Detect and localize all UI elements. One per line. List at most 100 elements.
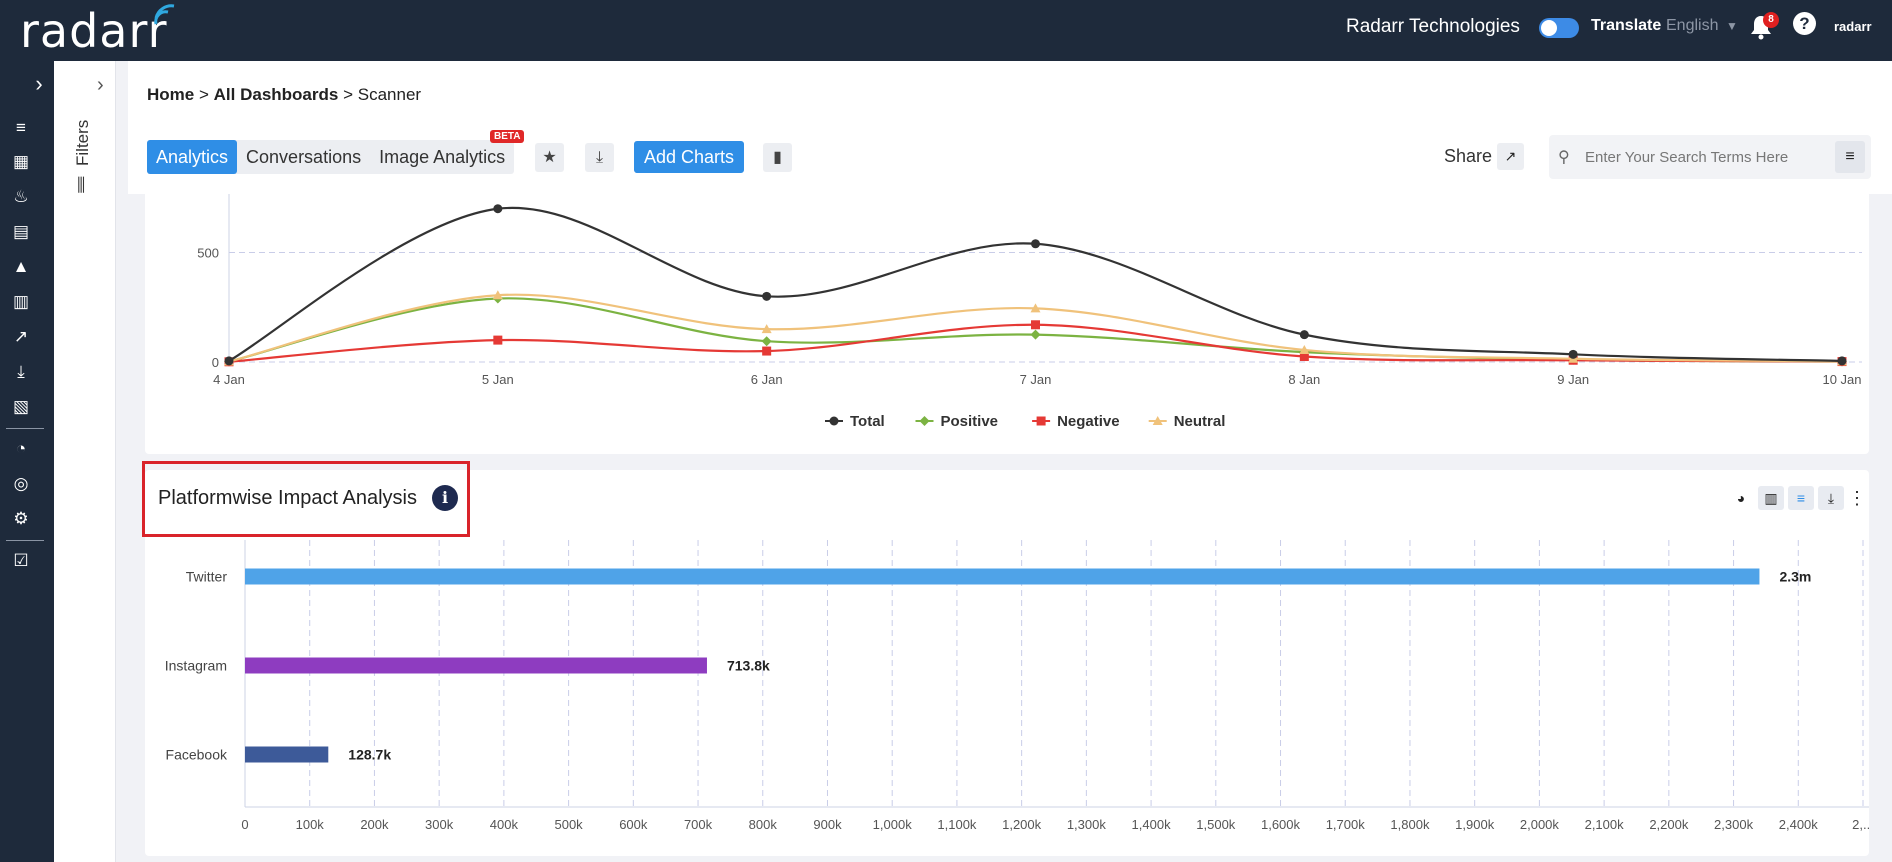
- x-tick-label: 4 Jan: [213, 372, 245, 387]
- legend-label: Total: [850, 413, 885, 430]
- data-point: [761, 336, 772, 347]
- value-label: 713.8k: [727, 658, 770, 674]
- x-tick-label: 2,200k: [1649, 817, 1689, 832]
- x-tick-label: 2,100k: [1585, 817, 1625, 832]
- clipboard-check-icon[interactable]: ☑: [13, 551, 29, 570]
- competition-icon[interactable]: ▥: [12, 292, 30, 311]
- category-label-twitter: Twitter: [186, 569, 228, 585]
- x-tick-label: 8 Jan: [1288, 372, 1320, 387]
- report-search-icon[interactable]: ▧: [12, 397, 30, 416]
- breadcrumb-current: Scanner: [357, 85, 422, 104]
- share-label[interactable]: Share: [1444, 146, 1493, 166]
- download-icon[interactable]: ⤓: [1818, 486, 1844, 510]
- beta-badge: BETA: [490, 130, 525, 143]
- company-name: Radarr Technologies: [1346, 16, 1520, 37]
- language-select[interactable]: English: [1666, 17, 1719, 34]
- radarr-logo[interactable]: radarr: [20, 4, 168, 58]
- alert-icon[interactable]: ▲: [12, 257, 30, 276]
- bar-instagram: [245, 657, 707, 674]
- x-tick-label: 900k: [813, 817, 842, 832]
- sentiment-line-chart: 500 0 4 Jan 5 Jan 6 Jan 7 Jan 8 Jan 9 Jan 10 Jan…: [197, 194, 1862, 430]
- data-point: [1299, 344, 1310, 354]
- bookmark-icon[interactable]: ▮: [763, 143, 792, 172]
- sentiment-trend-card: [145, 194, 1869, 454]
- database-icon[interactable]: ≡: [16, 118, 26, 137]
- category-label-facebook: Facebook: [166, 747, 228, 763]
- filter-icon[interactable]: ≡: [1788, 486, 1814, 510]
- x-tick-label: 1,800k: [1390, 817, 1430, 832]
- title-highlight-box: [142, 461, 470, 537]
- x-tick-label: 1,100k: [937, 817, 977, 832]
- breadcrumb-home[interactable]: Home: [147, 85, 195, 104]
- x-tick-label: 5 Jan: [482, 372, 514, 387]
- x-tick-label: 700k: [684, 817, 713, 832]
- breadcrumb-separator: >: [343, 85, 354, 104]
- more-options-icon[interactable]: ⋮: [1848, 488, 1866, 508]
- y-tick-label: 500: [197, 246, 219, 261]
- speedometer-icon[interactable]: ◔: [15, 439, 27, 458]
- expand-nav-icon[interactable]: ›: [35, 71, 43, 96]
- bar-twitter: [245, 568, 1760, 585]
- x-tick-label: 400k: [490, 817, 519, 832]
- chevron-down-icon[interactable]: ▼: [1726, 19, 1738, 33]
- tab-analytics[interactable]: Analytics: [147, 140, 238, 174]
- trend-icon[interactable]: ↗: [13, 327, 29, 346]
- x-tick-label: 2,300k: [1714, 817, 1754, 832]
- x-tick-label: 600k: [619, 817, 648, 832]
- search-input[interactable]: [1585, 146, 1815, 168]
- target-icon[interactable]: ◎: [13, 474, 29, 493]
- filters-panel: [54, 61, 116, 862]
- x-tick-label: 7 Jan: [1020, 372, 1052, 387]
- data-point: [493, 335, 503, 345]
- value-label: 128.7k: [348, 747, 391, 763]
- data-point: [224, 356, 234, 366]
- pie-chart-icon[interactable]: ◕: [1736, 490, 1746, 506]
- breadcrumb-all-dashboards[interactable]: All Dashboards: [213, 85, 339, 104]
- bar-chart-icon[interactable]: ▥: [1758, 486, 1784, 510]
- value-label: 2.3m: [1779, 569, 1811, 585]
- nav-divider: [6, 540, 44, 541]
- filter-bars-icon[interactable]: ⫼: [77, 175, 86, 195]
- breadcrumb-separator: >: [198, 85, 209, 104]
- add-charts-button[interactable]: Add Charts: [634, 141, 745, 173]
- tab-conversations[interactable]: Conversations: [246, 147, 362, 167]
- x-tick-label: 0: [241, 817, 248, 832]
- filter-icon[interactable]: ≡: [1835, 141, 1865, 173]
- dashboard-icon[interactable]: ▦: [12, 152, 30, 171]
- data-point: [1030, 303, 1041, 313]
- data-point: [1299, 330, 1309, 340]
- help-icon[interactable]: ?: [1793, 12, 1816, 35]
- notification-badge: 8: [1763, 12, 1779, 28]
- card-title: Platformwise Impact Analysis: [158, 487, 417, 509]
- x-tick-label: 1,600k: [1261, 817, 1301, 832]
- document-icon[interactable]: ▤: [12, 222, 30, 241]
- download-icon[interactable]: ⤓: [585, 143, 614, 172]
- star-icon[interactable]: ★: [535, 143, 564, 172]
- category-label-instagram: Instagram: [165, 658, 227, 674]
- x-tick-label: 500k: [554, 817, 583, 832]
- x-tick-label: 1,700k: [1326, 817, 1366, 832]
- fire-icon[interactable]: ♨: [13, 187, 29, 206]
- x-tick-label: 1,500k: [1196, 817, 1236, 832]
- platform-bar-chart: 0 100k 200k 300k 400k 500k 600k 700k 800k 900k 1,0…: [165, 540, 1869, 832]
- nav-divider: [6, 428, 44, 429]
- data-point: [919, 416, 930, 426]
- x-tick-label: 800k: [749, 817, 778, 832]
- translate-toggle[interactable]: [1539, 18, 1579, 38]
- data-point: [762, 346, 772, 356]
- info-icon[interactable]: i: [432, 485, 458, 511]
- data-point: [1031, 320, 1040, 330]
- filters-label[interactable]: Filters: [73, 119, 92, 166]
- x-tick-label: 300k: [425, 817, 454, 832]
- download-icon[interactable]: ⤓: [17, 362, 25, 381]
- share-icon[interactable]: ↗: [1497, 143, 1524, 170]
- gear-icon[interactable]: ⚙: [13, 509, 29, 528]
- legend-label: Neutral: [1174, 413, 1226, 430]
- x-tick-label: 1,400k: [1132, 817, 1172, 832]
- x-tick-label: 2,...: [1852, 817, 1869, 832]
- tab-image-analytics[interactable]: Image Analytics: [379, 147, 506, 167]
- left-nav: › ≡ ▦ ♨ ▤ ▲ ▥ ↗ ⤓ ▧ ◔ ◎ ⚙ ☑: [0, 61, 54, 862]
- chevron-right-icon[interactable]: ›: [97, 74, 104, 96]
- data-point: [829, 416, 839, 426]
- x-tick-label: 100k: [296, 817, 325, 832]
